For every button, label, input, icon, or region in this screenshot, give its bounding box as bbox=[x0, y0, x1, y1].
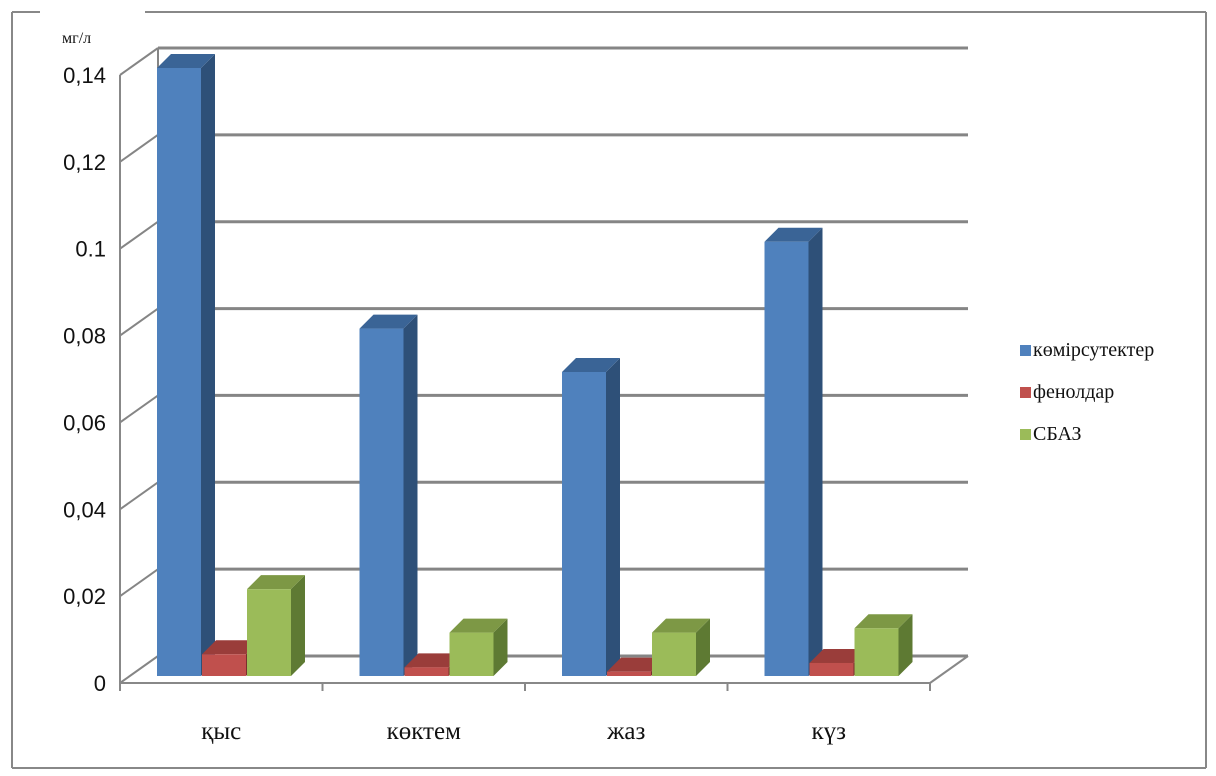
bars bbox=[157, 54, 913, 676]
bar-fenoldar bbox=[607, 671, 651, 676]
gridline-depth bbox=[119, 481, 159, 511]
bar-sbaz-top bbox=[854, 614, 913, 629]
y-tick-label: 0 bbox=[94, 671, 106, 696]
bar-komirsutekter bbox=[157, 68, 201, 676]
gridline-depth bbox=[119, 307, 159, 337]
bar-komirsutekter bbox=[764, 241, 809, 676]
bar-sbaz-side bbox=[898, 614, 913, 676]
chart-frame bbox=[11, 11, 1207, 769]
bar-komirsutekter-top bbox=[359, 314, 418, 329]
x-category-label: қыс bbox=[201, 718, 241, 745]
y-tick-label: 0,04 bbox=[63, 497, 106, 522]
bar-sbaz bbox=[449, 632, 494, 676]
gridline-depth bbox=[119, 134, 159, 163]
axis-labels: мг/л 0 0,02 0,04 0,06 0,08 0.1 0,12 0,14 қыс көкт… bbox=[62, 30, 846, 745]
bar-fenoldar bbox=[809, 662, 854, 676]
x-category-label: жаз bbox=[606, 718, 645, 745]
legend-swatch bbox=[1020, 387, 1031, 398]
bar-komirsutekter-top bbox=[562, 358, 620, 372]
legend-swatch bbox=[1020, 345, 1031, 356]
legend-entry-label: фенолдар bbox=[1033, 381, 1114, 403]
bar-fenoldar-top bbox=[607, 657, 665, 672]
bar-sbaz-side bbox=[291, 575, 305, 676]
legend-entry-label: көмірсутектер bbox=[1033, 339, 1154, 361]
floor-right-edge bbox=[929, 655, 969, 684]
legend-swatch bbox=[1020, 429, 1031, 440]
bar-komirsutekter-side bbox=[201, 54, 215, 676]
bar-fenoldar-top bbox=[404, 653, 463, 668]
x-category-label: көктем bbox=[387, 718, 461, 745]
y-axis-unit-label: мг/л bbox=[62, 30, 91, 47]
bar-sbaz-top bbox=[247, 575, 305, 590]
bar-sbaz-side bbox=[493, 618, 508, 676]
gridline-depth bbox=[119, 655, 159, 684]
y-tick-label: 0,08 bbox=[63, 324, 106, 349]
y-tick-label: 0,12 bbox=[63, 150, 106, 175]
bar-komirsutekter-side bbox=[808, 227, 823, 676]
bar-sbaz bbox=[854, 628, 899, 676]
legend-entry-label: СБАЗ bbox=[1033, 423, 1082, 445]
gridline-depth bbox=[119, 220, 159, 250]
bar-sbaz bbox=[247, 589, 291, 676]
bar-fenoldar-top bbox=[809, 648, 868, 663]
gridlines bbox=[119, 46, 968, 684]
bar-fenoldar bbox=[202, 654, 246, 676]
bar-sbaz-top bbox=[449, 618, 508, 633]
bar-komirsutekter-top bbox=[764, 227, 823, 242]
bar-komirsutekter-side bbox=[606, 358, 620, 676]
gridline-depth bbox=[119, 47, 159, 76]
bar-komirsutekter-side bbox=[403, 314, 418, 676]
gridline-depth bbox=[119, 568, 159, 597]
y-tick-label: 0,14 bbox=[63, 63, 106, 88]
bar-fenoldar-top bbox=[202, 640, 260, 655]
bar-sbaz bbox=[652, 632, 696, 676]
bar-sbaz-top bbox=[652, 618, 710, 633]
bar-sbaz-side bbox=[696, 618, 710, 676]
y-tick-label: 0.1 bbox=[75, 237, 106, 262]
bar-fenoldar bbox=[404, 667, 449, 676]
bar-komirsutekter bbox=[359, 328, 404, 676]
x-category-label: күз bbox=[811, 718, 846, 745]
y-tick-label: 0,02 bbox=[63, 584, 106, 609]
bar-komirsutekter-top bbox=[157, 54, 215, 68]
gridline-depth bbox=[119, 394, 159, 424]
bar-komirsutekter bbox=[562, 372, 606, 676]
legend: көмірсутектер фенолдар СБАЗ bbox=[1020, 339, 1154, 445]
y-tick-label: 0,06 bbox=[63, 410, 106, 435]
